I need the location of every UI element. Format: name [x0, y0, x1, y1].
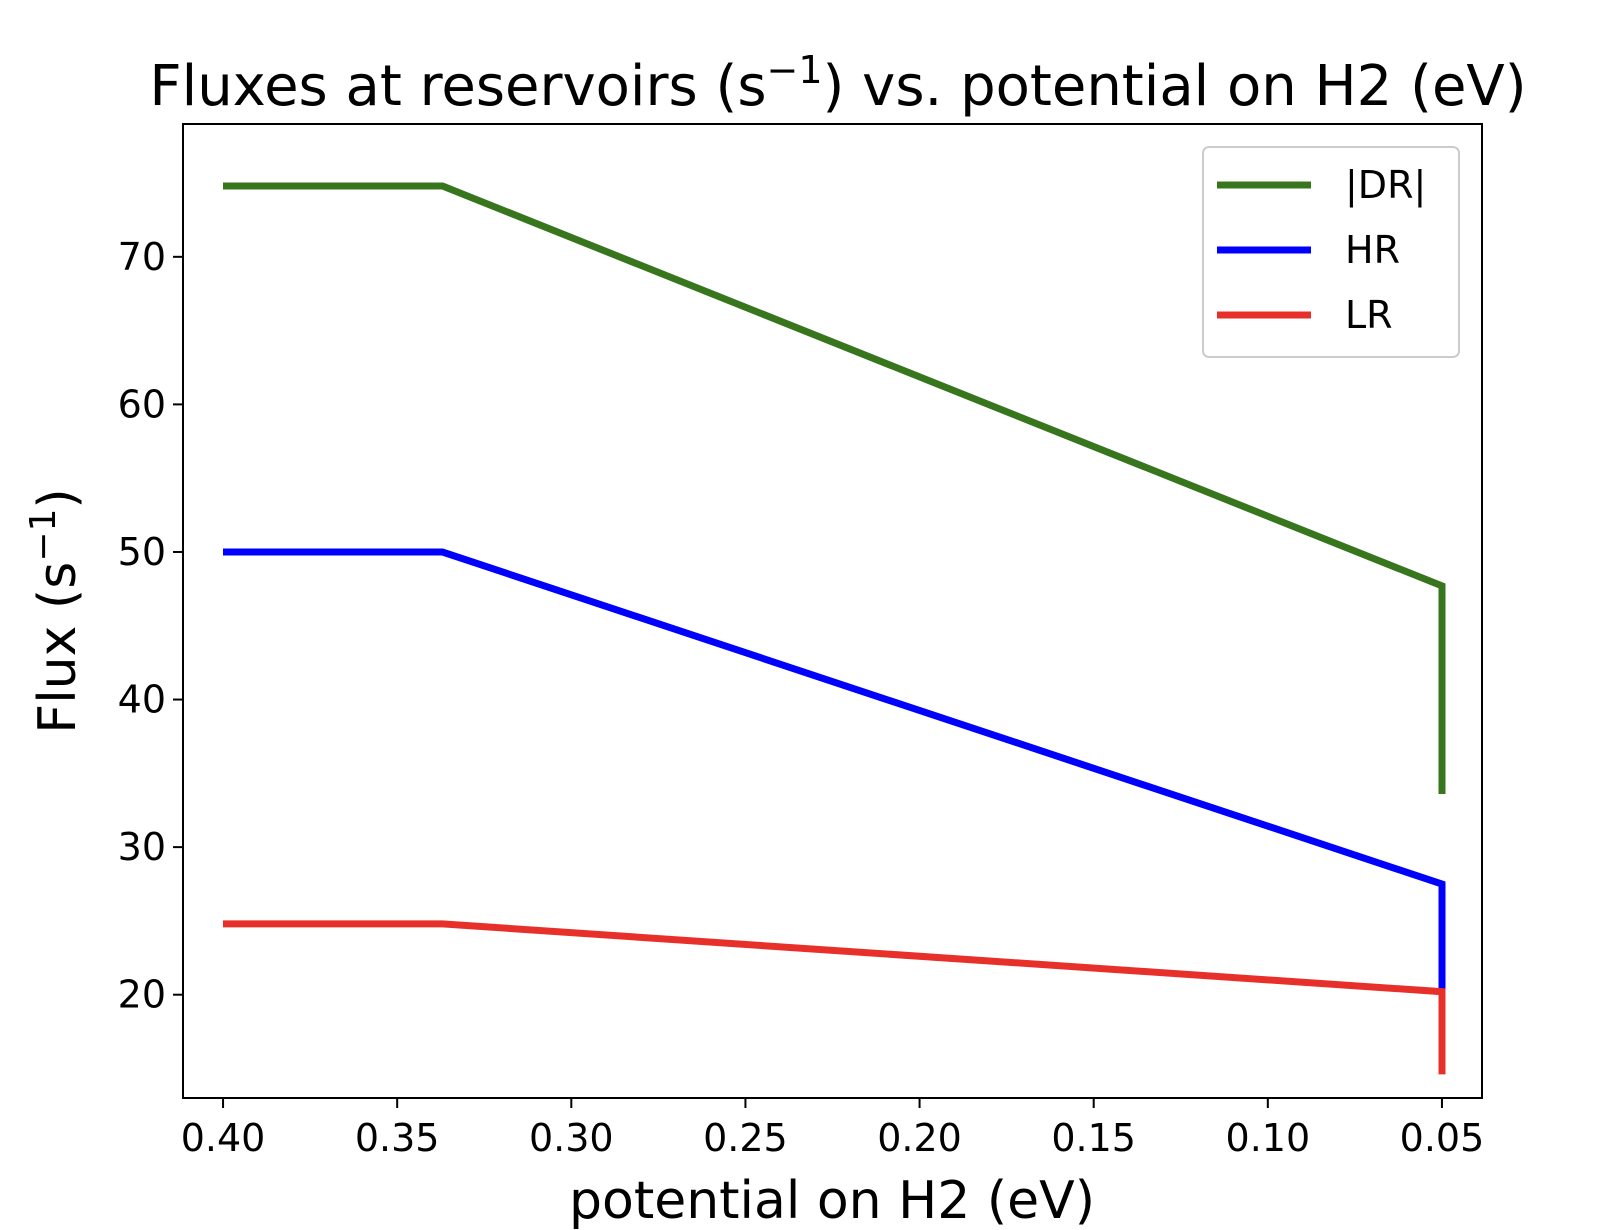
legend-label: HR — [1345, 228, 1400, 272]
y-tick-label: 30 — [118, 825, 166, 869]
y-axis: 20 30 40 50 60 70 — [118, 235, 183, 1017]
y-axis-title-sup: −1 — [23, 509, 64, 562]
chart-title-pre: Fluxes at reservoirs (s — [149, 54, 766, 119]
series-line-lr — [223, 920, 1446, 1075]
y-tick-label: 70 — [118, 235, 166, 279]
x-tick-label: 0.25 — [703, 1116, 788, 1160]
series-lines — [223, 182, 1446, 1075]
series-line-dr — [223, 182, 1446, 794]
y-tick-label: 50 — [118, 530, 166, 574]
chart-title-post: ) vs. potential on H2 (eV) — [823, 54, 1527, 119]
x-axis-title: potential on H2 (eV) — [569, 1171, 1095, 1230]
x-tick-label: 0.40 — [181, 1116, 266, 1160]
legend-box — [1202, 146, 1460, 358]
series-line-hr — [223, 548, 1446, 1005]
y-tick-label: 40 — [118, 678, 166, 722]
y-tick-label: 60 — [118, 382, 166, 426]
x-tick-label: 0.20 — [877, 1116, 962, 1160]
legend-label: |DR| — [1345, 163, 1426, 208]
x-tick-label: 0.30 — [529, 1116, 614, 1160]
x-tick-label: 0.15 — [1051, 1116, 1136, 1160]
chart-title-sup: −1 — [767, 48, 823, 92]
legend: |DR| HR LR — [1202, 146, 1460, 358]
plot-area — [182, 123, 1483, 1099]
x-tick-label: 0.10 — [1226, 1116, 1311, 1160]
y-tick-label: 20 — [118, 973, 166, 1017]
x-tick-label: 0.05 — [1400, 1116, 1485, 1160]
y-axis-title-post: ) — [28, 488, 88, 508]
legend-label: LR — [1345, 293, 1393, 337]
y-axis-title: Flux (s−1) — [23, 488, 88, 733]
y-axis-title-pre: Flux (s — [28, 562, 88, 734]
x-axis: 0.40 0.35 0.30 0.25 0.20 0.15 0.10 0.05 — [181, 1098, 1485, 1160]
chart-title: Fluxes at reservoirs (s−1) vs. potential… — [149, 48, 1526, 119]
x-tick-label: 0.35 — [355, 1116, 440, 1160]
